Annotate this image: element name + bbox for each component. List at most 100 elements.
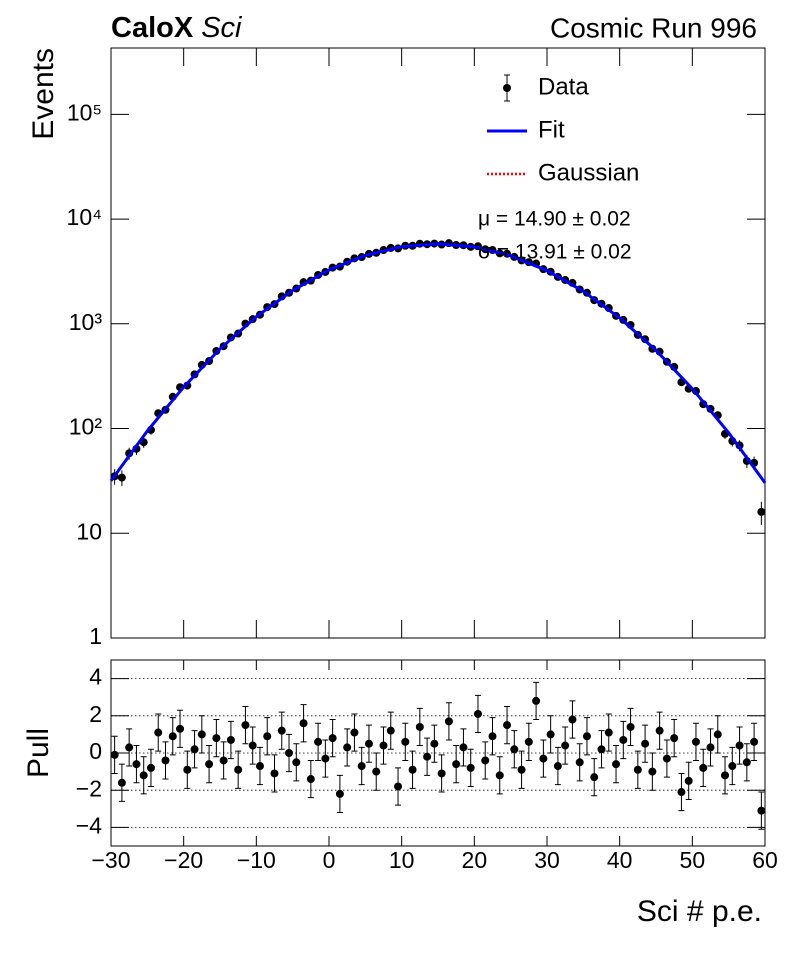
data-point: [386, 726, 395, 735]
x-axis-label: Sci # p.e.: [637, 895, 762, 928]
data-point: [241, 721, 250, 730]
data-point: [161, 756, 170, 765]
x-tick-label: 0: [323, 847, 336, 873]
legend-symbol: [503, 84, 511, 92]
title-main: CaloX: [111, 12, 194, 44]
data-point: [190, 745, 199, 754]
annotation: σ = 13.91 ± 0.02: [478, 241, 632, 264]
data-point: [735, 741, 744, 750]
data-point: [408, 765, 417, 774]
data-point: [372, 767, 381, 776]
data-point: [488, 732, 497, 741]
x-tick-label: 30: [534, 847, 560, 873]
data-point: [168, 732, 177, 741]
data-point: [255, 762, 264, 771]
data-point: [677, 788, 686, 797]
data-point: [648, 767, 657, 776]
data-point: [117, 473, 126, 482]
data-point: [328, 734, 337, 743]
data-point: [423, 752, 432, 761]
y-tick-label: 10⁵: [67, 99, 102, 125]
y-tick-label: 1: [89, 623, 102, 649]
data-point: [510, 745, 519, 754]
data-point: [314, 737, 323, 746]
data-point: [125, 743, 134, 752]
data-point: [415, 722, 424, 731]
data-point: [597, 745, 606, 754]
data-point: [713, 730, 722, 739]
data-point: [205, 760, 214, 769]
data-point: [742, 758, 751, 767]
data-point: [706, 743, 715, 752]
data-point: [691, 737, 700, 746]
data-point: [357, 762, 366, 771]
data-point: [466, 763, 475, 772]
data-point: [292, 758, 301, 767]
data-point: [539, 754, 548, 763]
y-tick-label: 0: [89, 738, 102, 764]
y-tick-label: −4: [76, 812, 102, 838]
data-point: [553, 762, 562, 771]
data-point: [503, 721, 512, 730]
data-point: [263, 732, 272, 741]
data-point: [459, 743, 468, 752]
x-tick-label: −30: [91, 847, 130, 873]
data-point: [750, 737, 759, 746]
data-point: [568, 715, 577, 724]
data-point: [110, 750, 119, 759]
data-point: [517, 765, 526, 774]
x-tick-label: 20: [462, 847, 488, 873]
data-point: [481, 756, 490, 765]
x-tick-label: −10: [237, 847, 276, 873]
data-point: [277, 726, 286, 735]
legend-label: Fit: [538, 116, 565, 143]
data-point: [234, 765, 243, 774]
data-point: [197, 730, 206, 739]
data-point: [495, 771, 504, 780]
data-point: [364, 739, 373, 748]
y-tick-label: 2: [89, 701, 102, 727]
data-point: [219, 756, 228, 765]
x-tick-label: 10: [389, 847, 415, 873]
fit-line: [109, 242, 767, 484]
data-point: [248, 741, 257, 750]
y-tick-label: 4: [89, 664, 102, 690]
data-point: [633, 765, 642, 774]
data-point: [619, 735, 628, 744]
y-axis-label: Events: [27, 48, 60, 140]
data-point: [699, 763, 708, 772]
data-point: [473, 709, 482, 718]
data-point: [582, 732, 591, 741]
x-tick-label: 40: [607, 847, 633, 873]
data-point: [757, 507, 766, 516]
data-point: [590, 773, 599, 782]
data-point: [662, 754, 671, 763]
data-point: [546, 730, 555, 739]
data-point: [139, 771, 148, 780]
data-point: [379, 741, 388, 750]
data-point: [757, 806, 766, 815]
data-point: [285, 749, 294, 757]
y-tick-label: 10²: [69, 414, 103, 440]
data-point: [641, 739, 650, 748]
x-tick-label: 50: [680, 847, 706, 873]
data-point: [670, 734, 679, 743]
legend-label: Data: [538, 73, 589, 100]
data-point: [154, 728, 163, 737]
data-point: [532, 696, 541, 705]
data-point: [212, 734, 221, 743]
data-point: [117, 778, 126, 787]
data-point: [394, 782, 403, 791]
data-point: [132, 760, 141, 769]
data-point: [721, 771, 730, 780]
data-point: [176, 724, 185, 733]
data-point: [401, 737, 410, 746]
data-point: [146, 763, 155, 772]
x-tick-label: −20: [164, 847, 203, 873]
data-point: [444, 717, 453, 726]
data-point: [299, 719, 308, 728]
y-tick-label: 10: [76, 518, 102, 544]
data-point: [270, 769, 279, 778]
